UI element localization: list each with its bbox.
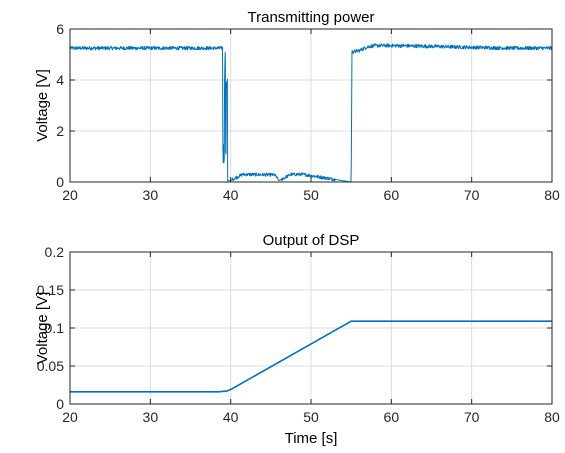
series-line-1-1	[69, 43, 553, 183]
y-tick-label-1-2: 4	[56, 72, 64, 88]
y-tick-label-2-0: 0	[56, 396, 64, 412]
y-tick-label-1-3: 6	[56, 21, 64, 37]
y-axis-label-1: Voltage [V]	[34, 69, 51, 142]
x-tick-label-2-4: 60	[384, 409, 400, 425]
y-tick-label-2-2: 0.1	[45, 320, 65, 336]
x-tick-label-2-5: 70	[464, 409, 480, 425]
x-tick-label-1-4: 60	[384, 187, 400, 203]
chart-title-2: Output of DSP	[263, 232, 360, 249]
x-tick-label-2-1: 30	[143, 409, 159, 425]
x-tick-label-2-3: 50	[303, 409, 319, 425]
y-tick-label-2-1: 0.05	[37, 358, 64, 374]
x-axis-label-2: Time [s]	[285, 430, 338, 447]
x-tick-label-1-6: 80	[544, 187, 560, 203]
x-tick-label-2-6: 80	[544, 409, 560, 425]
x-tick-label-2-0: 20	[62, 409, 78, 425]
y-tick-label-1-1: 2	[56, 123, 64, 139]
x-tick-label-2-2: 40	[223, 409, 239, 425]
x-tick-label-1-5: 70	[464, 187, 480, 203]
x-tick-label-1-0: 20	[62, 187, 78, 203]
x-tick-label-1-2: 40	[223, 187, 239, 203]
y-tick-label-2-4: 0.2	[45, 244, 65, 260]
x-tick-label-1-1: 30	[143, 187, 159, 203]
series-line-2-1	[70, 320, 552, 393]
y-tick-label-1-0: 0	[56, 174, 64, 190]
y-axis-label-2: Voltage [V]	[34, 292, 51, 365]
x-tick-label-1-3: 50	[303, 187, 319, 203]
chart-title-1: Transmitting power	[248, 9, 375, 26]
y-tick-label-2-3: 0.15	[37, 282, 64, 298]
